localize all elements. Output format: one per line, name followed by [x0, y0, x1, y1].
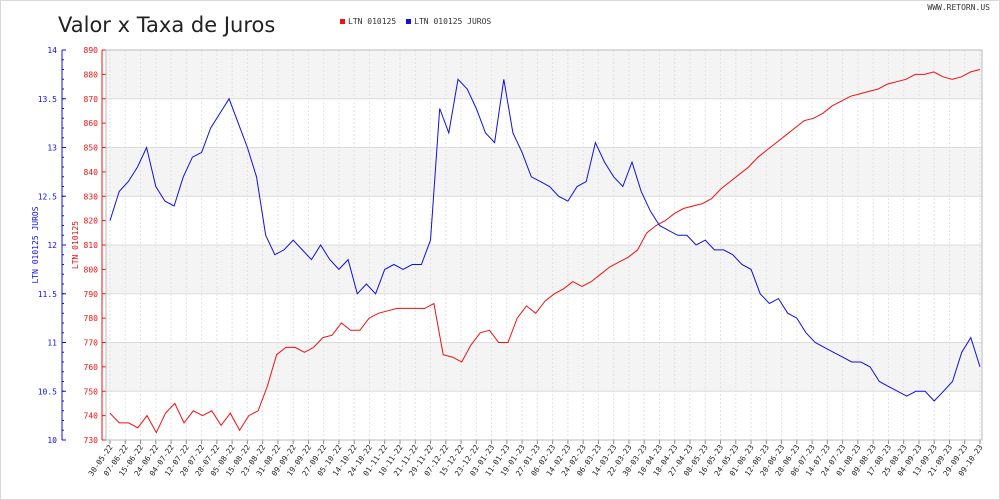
y-tick-label-valor: 800	[84, 265, 99, 274]
legend-swatch-valor	[340, 19, 345, 24]
plot-border	[105, 49, 983, 441]
y-tick-label-valor: 890	[84, 46, 99, 55]
grid-band	[106, 50, 982, 99]
chart-title: Valor x Taxa de Juros	[58, 13, 276, 37]
y-tick-label-juros: 10.5	[38, 387, 57, 396]
series-line-juros	[109, 78, 981, 402]
series-line-valor	[109, 69, 981, 434]
legend-item-valor: LTN 010125	[340, 17, 396, 26]
grid-band	[106, 245, 982, 294]
y-tick-label-valor: 850	[84, 144, 99, 153]
y-tick-label-juros: 14	[47, 46, 57, 55]
grid-band	[106, 147, 982, 197]
y-tick-label-valor: 760	[84, 363, 99, 372]
grid-band	[106, 342, 982, 392]
legend-swatch-juros	[406, 19, 412, 24]
y-axis-title-valor: LTN 010125	[71, 221, 80, 269]
y-tick-label-valor: 750	[84, 387, 99, 396]
y-tick-label-valor: 840	[84, 168, 99, 177]
y-tick-label-juros: 11	[47, 339, 57, 348]
y-tick-label-valor: 790	[84, 290, 99, 299]
y-tick-label-valor: 830	[84, 192, 99, 201]
y-tick-label-juros: 13.5	[38, 95, 57, 104]
legend: LTN 010125 LTN 010125 JUROS	[340, 17, 491, 26]
legend-label-valor: LTN 010125	[348, 17, 397, 26]
y-tick-label-valor: 770	[84, 339, 99, 348]
y-tick-label-valor: 870	[84, 95, 99, 104]
y-tick-label-valor: 810	[84, 241, 99, 250]
watermark: WWW.RETORN.US	[927, 3, 990, 12]
y-tick-label-valor: 780	[84, 314, 99, 323]
y-tick-label-juros: 10	[47, 436, 57, 445]
y-tick-label-juros: 12.5	[38, 192, 57, 201]
y-tick-label-valor: 740	[84, 412, 99, 421]
y-tick-label-valor: 820	[84, 217, 99, 226]
y-tick-label-valor: 880	[84, 70, 99, 79]
y-tick-label-juros: 13	[47, 144, 57, 153]
y-tick-label-juros: 12	[47, 241, 57, 250]
legend-item-juros: LTN 010125 JUROS	[406, 17, 491, 26]
y-tick-label-valor: 730	[84, 436, 99, 445]
y-tick-label-valor: 860	[84, 119, 99, 128]
legend-label-juros: LTN 010125 JUROS	[414, 17, 492, 26]
y-tick-label-juros: 11.5	[38, 290, 57, 299]
y-axis-title-juros: LTN 010125 JUROS	[31, 206, 40, 283]
